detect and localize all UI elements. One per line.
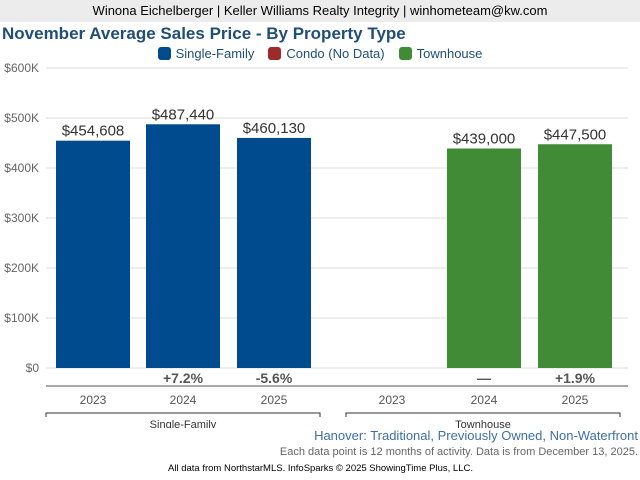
data-label: $487,440 bbox=[152, 106, 215, 123]
bar-single-family-2024 bbox=[146, 124, 220, 368]
group-bracket bbox=[45, 412, 321, 417]
bar-chart: $0 $100K $200K $300K $400K $500K $600K $454,608… bbox=[4, 61, 628, 428]
legend-label: Condo (No Data) bbox=[286, 46, 385, 61]
y-tick-label: $300K bbox=[4, 211, 39, 225]
footer-credit: All data from NorthstarMLS. InfoSparks ©… bbox=[168, 463, 473, 474]
x-tick-label: 2025 bbox=[261, 393, 288, 407]
bar-single-family-2025 bbox=[237, 137, 311, 368]
y-tick-label: $600K bbox=[4, 61, 39, 75]
x-tick-label: 2023 bbox=[379, 393, 406, 407]
legend-swatch-single-family bbox=[157, 47, 171, 60]
x-tick-label: 2025 bbox=[562, 393, 589, 407]
group-label: Townhouse bbox=[455, 419, 511, 428]
data-label: $460,130 bbox=[243, 120, 306, 137]
legend-label: Single-Family bbox=[175, 46, 255, 61]
legend-item-townhouse[interactable]: Townhouse bbox=[398, 46, 483, 61]
y-tick-label: $400K bbox=[4, 161, 39, 175]
x-tick-label: 2024 bbox=[471, 393, 498, 407]
pct-change-label: — bbox=[477, 370, 491, 386]
data-label: $447,500 bbox=[544, 126, 607, 143]
chart-title: November Average Sales Price - By Proper… bbox=[2, 24, 406, 43]
pct-change-label: +1.9% bbox=[555, 370, 596, 386]
bar-townhouse-2024 bbox=[447, 148, 521, 368]
data-note: Each data point is 12 months of activity… bbox=[279, 446, 638, 458]
group-bracket bbox=[345, 412, 621, 417]
y-tick-label: $100K bbox=[4, 311, 39, 325]
group-label: Single-Family bbox=[150, 419, 217, 428]
chart-subtitle: Hanover: Traditional, Previously Owned, … bbox=[314, 428, 638, 443]
y-tick-label: $500K bbox=[4, 111, 39, 125]
data-label: $439,000 bbox=[453, 131, 516, 148]
y-tick-label: $200K bbox=[4, 261, 39, 275]
y-tick-label: $0 bbox=[26, 361, 40, 375]
agent-header-bar: Winona Eichelberger | Keller Williams Re… bbox=[0, 0, 640, 22]
legend-swatch-condo bbox=[268, 47, 282, 60]
x-tick-label: 2024 bbox=[170, 393, 197, 407]
legend-item-condo[interactable]: Condo (No Data) bbox=[268, 46, 385, 61]
legend-swatch-townhouse bbox=[398, 47, 412, 60]
pct-change-label: -5.6% bbox=[256, 370, 293, 386]
bar-single-family-2023 bbox=[56, 140, 130, 368]
legend-label: Townhouse bbox=[416, 46, 483, 61]
legend-item-single-family[interactable]: Single-Family bbox=[157, 46, 255, 61]
bar-townhouse-2025 bbox=[538, 144, 612, 368]
pct-change-label: +7.2% bbox=[163, 370, 204, 386]
chart-legend: Single-Family Condo (No Data) Townhouse bbox=[0, 46, 640, 61]
x-tick-label: 2023 bbox=[80, 393, 107, 407]
data-label: $454,608 bbox=[62, 123, 125, 140]
